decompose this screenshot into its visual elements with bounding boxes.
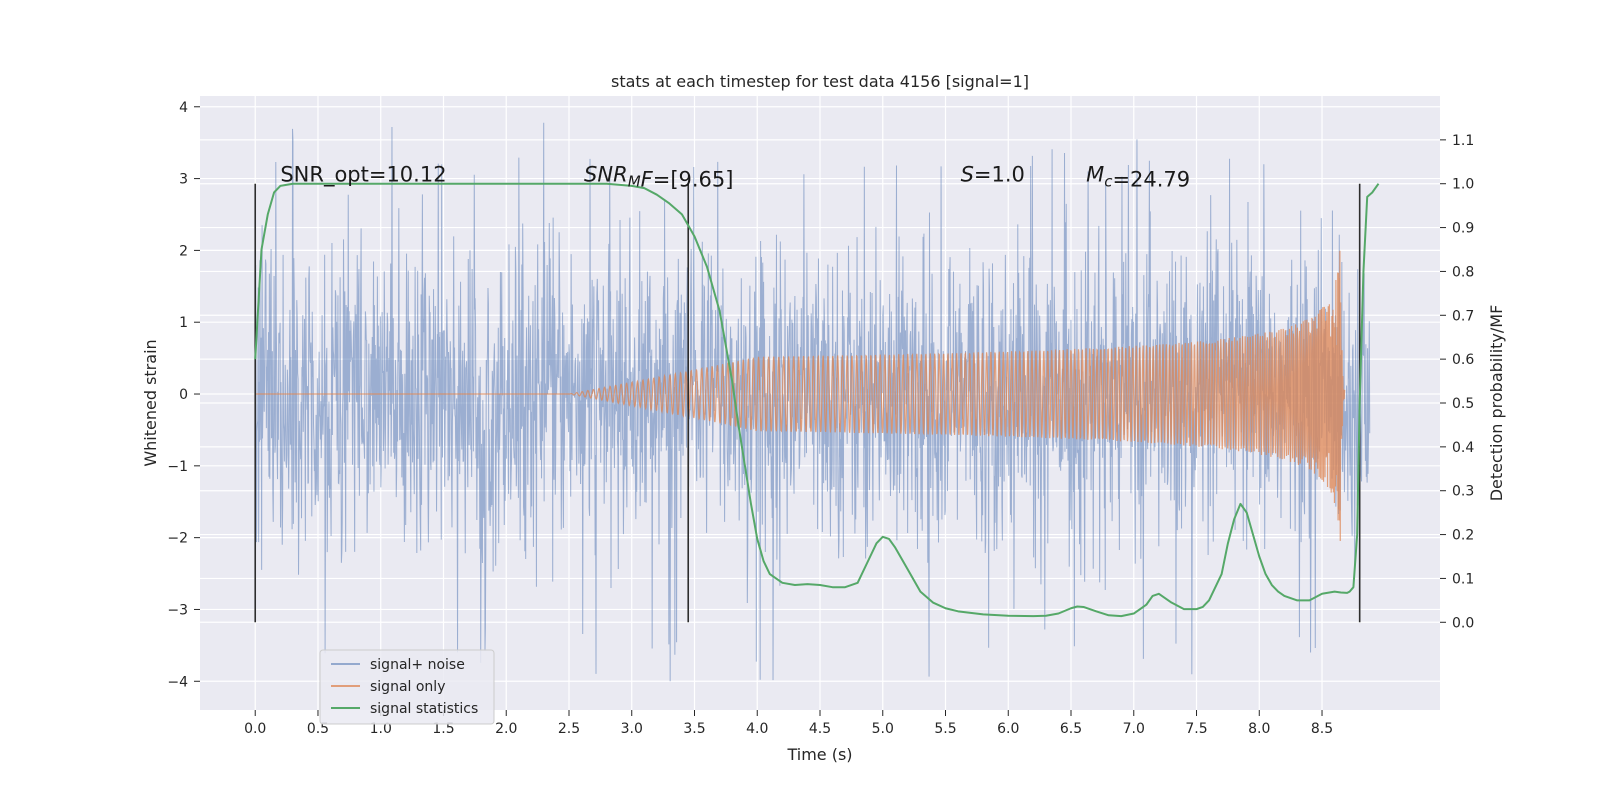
y-right-tick-label-9: 0.9: [1452, 221, 1474, 237]
annotation-snr-opt: SNR_opt=10.12: [280, 163, 446, 188]
y-left-tick-label-6: 2: [179, 243, 188, 259]
x-tick-label-9: 4.5: [809, 721, 831, 737]
y-right-tick-label-8: 0.8: [1452, 264, 1474, 280]
x-tick-label-8: 4.0: [746, 721, 768, 737]
x-tick-label-4: 2.0: [495, 721, 517, 737]
y-left-tick-label-1: −3: [167, 602, 188, 618]
signal-only-series: [255, 250, 1346, 541]
y-left-tick-label-8: 4: [179, 100, 188, 116]
legend: signal+ noise signal only signal statist…: [319, 649, 495, 725]
x-tick-label-14: 7.0: [1123, 721, 1145, 737]
x-tick-label-16: 8.0: [1248, 721, 1270, 737]
y-right-tick-label-2: 0.2: [1452, 528, 1474, 544]
legend-label-signal-noise: signal+ noise: [370, 657, 465, 673]
y-left-tick-label-2: −2: [167, 531, 188, 547]
x-tick-label-2: 1.0: [370, 721, 392, 737]
signal-noise-series: [254, 122, 1371, 682]
x-tick-label-1: 0.5: [307, 721, 329, 737]
x-tick-label-3: 1.5: [432, 721, 454, 737]
y-right-tick-label-5: 0.5: [1452, 396, 1474, 412]
x-axis-ticks: 0.0 0.5 1.0 1.5 2.0 2.5 3.0 3.5 4.0 4.5 5.0 5.5 6.0 6…: [244, 710, 1333, 737]
legend-label-signal-only: signal only: [370, 679, 445, 695]
y-left-tick-label-4: 0: [179, 387, 188, 403]
y-right-tick-label-7: 0.7: [1452, 308, 1474, 324]
x-tick-label-13: 6.5: [1060, 721, 1082, 737]
legend-box: [319, 649, 495, 725]
y-right-tick-label-3: 0.3: [1452, 484, 1474, 500]
right-y-axis-ticks: 0.0 0.1 0.2 0.3 0.4 0.5 0.6 0.7 0.8 0.9 1.0 1.1: [1440, 133, 1474, 631]
signal-statistics-series: [254, 182, 1380, 618]
y-right-tick-label-10: 1.0: [1452, 177, 1474, 193]
x-tick-label-0: 0.0: [244, 721, 266, 737]
x-tick-label-17: 8.5: [1311, 721, 1333, 737]
x-tick-label-5: 2.5: [558, 721, 580, 737]
left-y-axis-ticks: −4 −3 −2 −1 0 1 2 3 4: [167, 100, 200, 690]
y-left-tick-label-7: 3: [179, 172, 188, 188]
x-tick-label-6: 3.0: [621, 721, 643, 737]
x-axis-title: Time (s): [786, 745, 852, 764]
x-tick-label-15: 7.5: [1185, 721, 1207, 737]
right-y-axis-title: Detection probability/MF: [1487, 305, 1506, 502]
y-right-tick-label-1: 0.1: [1452, 571, 1474, 587]
annotations: SNR_opt=10.12 SNRMF=[9.65] S=1.0 Mc=24.79: [280, 163, 1190, 192]
y-left-tick-label-3: −1: [167, 459, 188, 475]
y-right-tick-label-11: 1.1: [1452, 133, 1474, 149]
signal-statistics-line: [254, 182, 1380, 618]
x-tick-label-10: 5.0: [872, 721, 894, 737]
x-tick-label-12: 6.0: [997, 721, 1019, 737]
legend-label-signal-statistics: signal statistics: [370, 701, 478, 717]
annotation-s-value: S=1.0: [961, 163, 1025, 187]
chart-title: stats at each timestep for test data 415…: [611, 72, 1029, 91]
left-y-axis-title: Whitened strain: [141, 339, 160, 466]
x-tick-label-7: 3.5: [683, 721, 705, 737]
signal-noise-line: [254, 122, 1371, 682]
y-right-tick-label-6: 0.6: [1452, 352, 1474, 368]
x-tick-label-11: 5.5: [934, 721, 956, 737]
annotation-chirp-mass: Mc=24.79: [1086, 163, 1190, 192]
signal-only-line: [255, 250, 1346, 541]
annotation-snr-mf: SNRMF=[9.65]: [584, 163, 733, 192]
y-right-tick-label-4: 0.4: [1452, 440, 1474, 456]
y-left-tick-label-0: −4: [167, 674, 188, 690]
y-right-tick-label-0: 0.0: [1452, 615, 1474, 631]
y-left-tick-label-5: 1: [179, 315, 188, 331]
